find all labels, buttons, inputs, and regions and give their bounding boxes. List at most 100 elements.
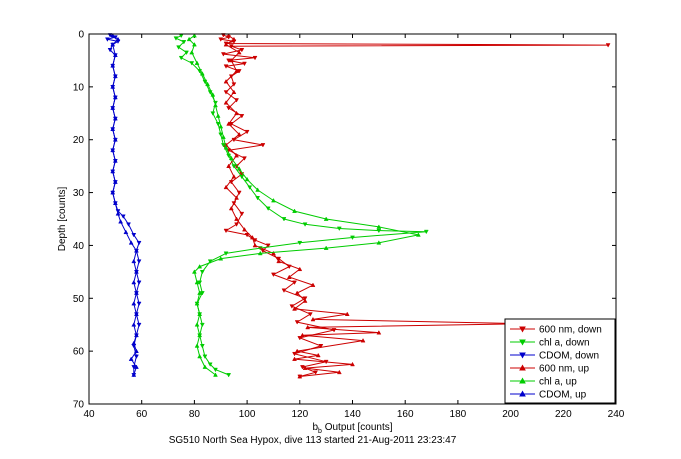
y-tick-label: 0 <box>78 30 84 41</box>
data-point <box>234 68 239 73</box>
data-point <box>252 242 258 248</box>
x-axis-label-base: b <box>312 422 318 433</box>
data-point <box>136 280 142 285</box>
data-point <box>199 344 205 349</box>
data-point <box>118 219 124 224</box>
data-point <box>239 48 245 53</box>
data-point <box>252 238 258 243</box>
legend-swatch-marker <box>519 326 526 333</box>
data-point <box>134 311 139 316</box>
data-point <box>210 111 216 116</box>
data-point <box>302 298 308 303</box>
data-point <box>228 44 234 49</box>
data-point <box>415 232 421 237</box>
data-point <box>252 55 258 61</box>
data-point <box>220 134 226 139</box>
data-point <box>231 174 237 179</box>
data-point <box>134 332 139 338</box>
legend-swatch-marker <box>519 352 526 359</box>
data-point <box>310 282 316 287</box>
legend-entry-label: 600 nm, up <box>539 364 589 375</box>
data-point <box>112 94 118 100</box>
data-point <box>215 122 221 127</box>
data-point <box>247 185 253 190</box>
x-tick-label: 40 <box>83 409 95 420</box>
y-tick-label: 60 <box>73 347 85 358</box>
data-point <box>271 250 276 256</box>
data-point <box>294 320 300 325</box>
data-point <box>244 176 250 182</box>
x-tick-label: 220 <box>555 409 572 420</box>
data-point <box>131 322 137 327</box>
data-point <box>234 216 239 221</box>
data-point <box>136 322 142 328</box>
data-point <box>181 40 187 45</box>
data-point <box>300 332 305 338</box>
data-point <box>110 42 116 47</box>
data-point <box>310 316 316 322</box>
data-point <box>112 200 118 205</box>
data-point <box>213 372 218 377</box>
data-point <box>242 61 247 67</box>
y-tick-label: 30 <box>73 188 85 199</box>
data-point <box>292 356 297 361</box>
data-point <box>112 52 118 57</box>
data-point <box>112 137 118 142</box>
data-point <box>120 214 126 219</box>
legend-entry-label: chl a, down <box>539 338 590 349</box>
legend: 600 nm, down chl a, down CDOM, down 600 nm,… <box>504 318 616 404</box>
x-axis-label-subscript: b <box>318 428 322 435</box>
data-point <box>376 228 382 234</box>
data-point <box>197 290 203 295</box>
data-point <box>226 106 232 111</box>
data-point <box>223 184 229 190</box>
legend-box <box>504 318 616 404</box>
data-point <box>242 156 247 161</box>
data-point <box>297 240 303 246</box>
data-point <box>110 33 116 38</box>
data-point <box>376 330 382 335</box>
data-point <box>292 306 297 311</box>
data-point <box>297 336 303 341</box>
data-point <box>215 113 221 118</box>
data-point <box>228 122 234 127</box>
data-point <box>134 354 139 359</box>
data-point <box>234 195 239 200</box>
data-point <box>292 280 297 285</box>
data-point <box>115 211 121 216</box>
data-point <box>110 147 116 153</box>
data-point <box>255 187 261 192</box>
data-point <box>194 301 200 306</box>
legend-swatch-marker <box>519 377 526 384</box>
data-point <box>260 143 266 148</box>
data-point <box>112 179 118 184</box>
data-point <box>205 81 210 87</box>
data-point <box>199 270 205 275</box>
x-tick-label: 140 <box>344 409 361 420</box>
data-point <box>189 49 195 55</box>
data-point <box>376 224 382 229</box>
legend-entry-label: CDOM, up <box>539 390 587 401</box>
y-axis-label: Depth [counts] <box>57 187 68 252</box>
data-point <box>134 269 139 274</box>
figure-caption: SG510 North Sea Hypox, dive 113 started … <box>169 435 457 446</box>
data-point <box>234 153 239 158</box>
data-point <box>112 116 118 121</box>
data-point <box>231 89 237 94</box>
data-point <box>110 84 116 89</box>
data-point <box>318 344 324 349</box>
data-point <box>294 348 300 353</box>
data-point <box>197 332 203 338</box>
data-point <box>134 364 139 369</box>
data-point <box>336 369 342 375</box>
data-point <box>112 158 118 163</box>
data-point <box>131 233 137 238</box>
data-point <box>199 291 205 296</box>
data-point <box>323 216 329 221</box>
data-point <box>197 280 203 285</box>
y-tick-label: 10 <box>73 82 85 93</box>
data-point <box>136 259 142 264</box>
data-point <box>423 229 429 235</box>
